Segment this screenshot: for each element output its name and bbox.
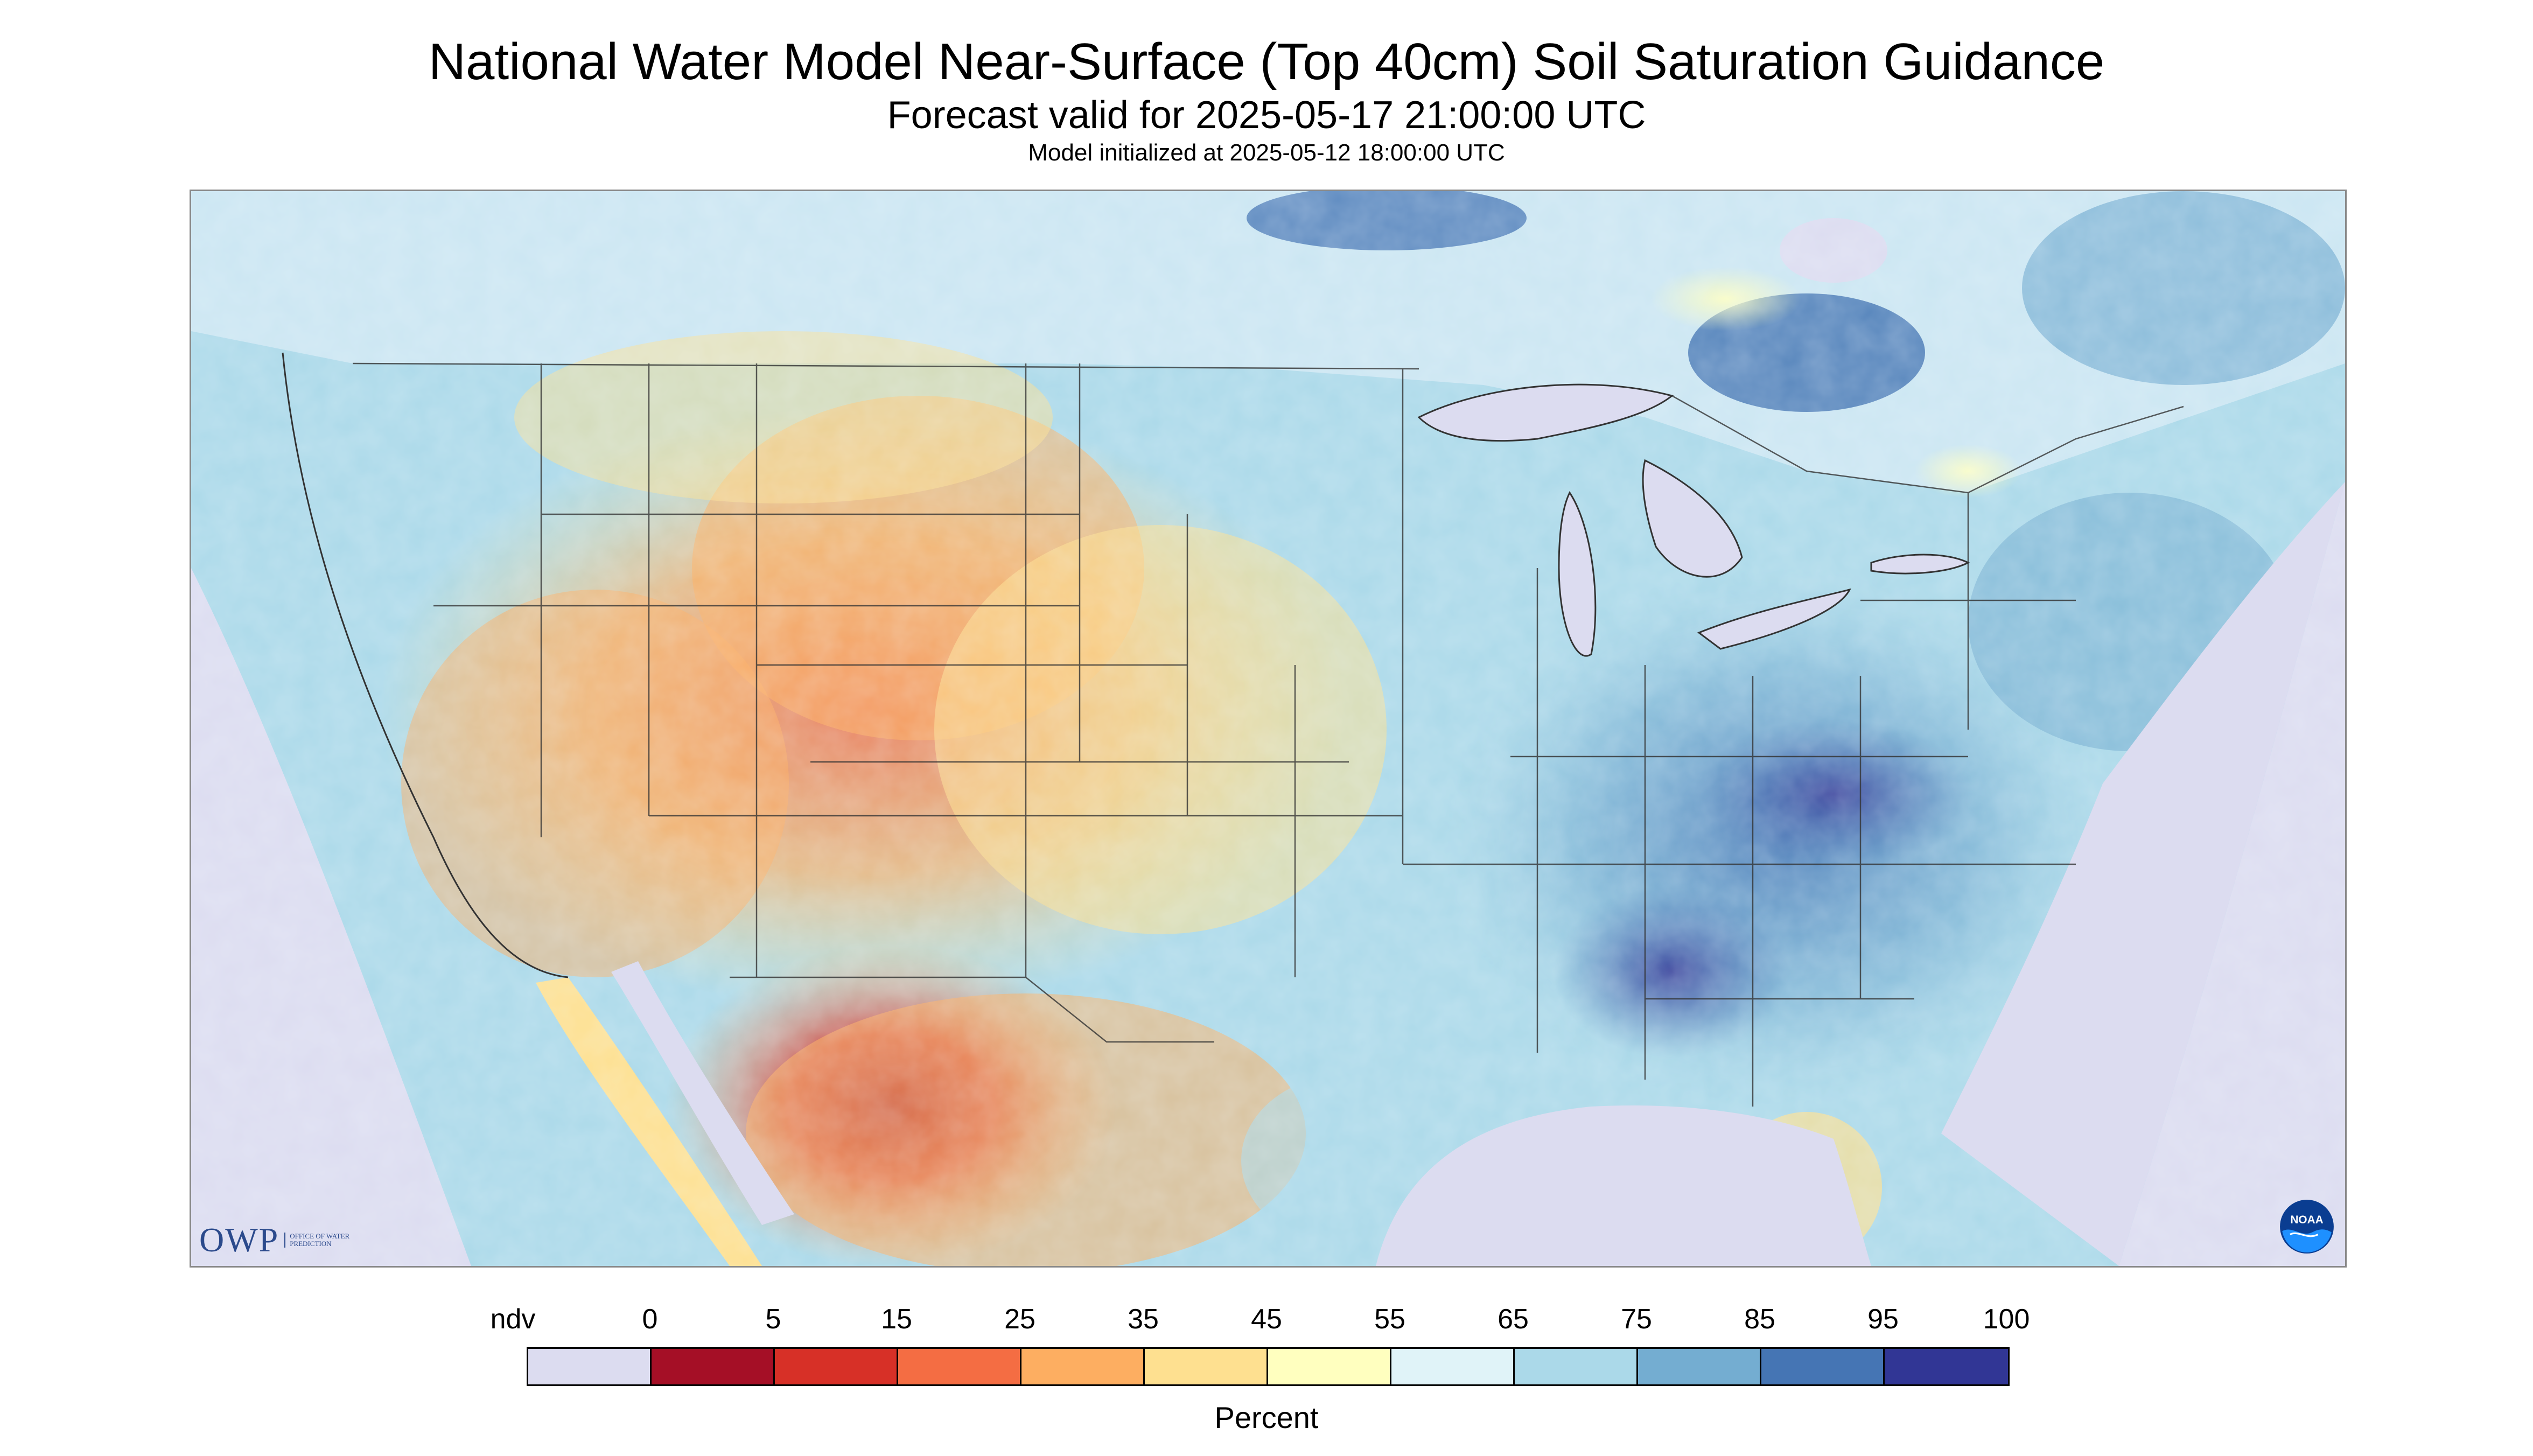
legend-tick-label: 25 — [1004, 1304, 1035, 1335]
legend-tick-label: 0 — [642, 1304, 658, 1335]
soil-saturation-map — [190, 190, 2347, 1268]
legend-tick-label: 100 — [1983, 1304, 2030, 1335]
legend-swatch — [1021, 1349, 1145, 1384]
noaa-logo-text: NOAA — [2290, 1214, 2323, 1226]
map-title: National Water Model Near-Surface (Top 4… — [428, 33, 2105, 90]
legend-labels: ndv 0 5 15 25 35 45 55 65 75 85 95 100 — [491, 1303, 2030, 1341]
legend-swatch — [652, 1349, 775, 1384]
legend-tick-label: 45 — [1251, 1304, 1282, 1335]
legend-swatch — [1761, 1349, 1885, 1384]
map-canvas — [191, 191, 2345, 1266]
lake-huron — [1642, 459, 1743, 578]
legend-swatch — [528, 1349, 652, 1384]
legend-swatch — [1145, 1349, 1268, 1384]
legend-tick-label: 15 — [881, 1304, 912, 1335]
legend-tick-label: 35 — [1128, 1304, 1159, 1335]
legend-tick-label: 95 — [1867, 1304, 1899, 1335]
gulf-of-mexico — [1376, 1105, 1871, 1266]
lake-superior — [1417, 383, 1674, 442]
model-init-time: Model initialized at 2025-05-12 18:00:00… — [1028, 139, 1505, 166]
political-borders — [352, 362, 2184, 1107]
legend-tick-label: 75 — [1621, 1304, 1652, 1335]
noaa-logo: NOAA — [2279, 1199, 2335, 1255]
legend-tick-label: ndv — [490, 1304, 536, 1335]
legend-tick-label: 5 — [765, 1304, 781, 1335]
legend-unit: Percent — [1214, 1401, 1319, 1434]
legend-swatch — [1268, 1349, 1391, 1384]
legend-tick-label: 85 — [1744, 1304, 1775, 1335]
atlantic-ocean — [1941, 482, 2345, 1266]
legend-swatch — [1885, 1349, 2008, 1384]
legend-tick-label: 65 — [1498, 1304, 1529, 1335]
legend-swatch — [775, 1349, 898, 1384]
legend-tick-label: 55 — [1374, 1304, 1405, 1335]
legend-color-bar — [527, 1347, 2010, 1386]
legend-swatch — [898, 1349, 1021, 1384]
owp-logo-subtext: OFFICE OF WATER PREDICTION — [284, 1233, 365, 1248]
forecast-valid-time: Forecast valid for 2025-05-17 21:00:00 U… — [887, 94, 1646, 137]
coastline — [282, 352, 569, 978]
lake-erie — [1697, 588, 1851, 650]
lake-michigan — [1558, 491, 1597, 657]
legend-swatch — [1515, 1349, 1638, 1384]
legend-swatch — [1391, 1349, 1515, 1384]
color-legend: ndv 0 5 15 25 35 45 55 65 75 85 95 100 — [491, 1303, 2030, 1386]
owp-logo: OWP OFFICE OF WATER PREDICTION — [199, 1221, 365, 1259]
gulf-of-california — [611, 961, 794, 1225]
owp-logo-text: OWP — [199, 1221, 279, 1259]
legend-swatch — [1638, 1349, 1761, 1384]
